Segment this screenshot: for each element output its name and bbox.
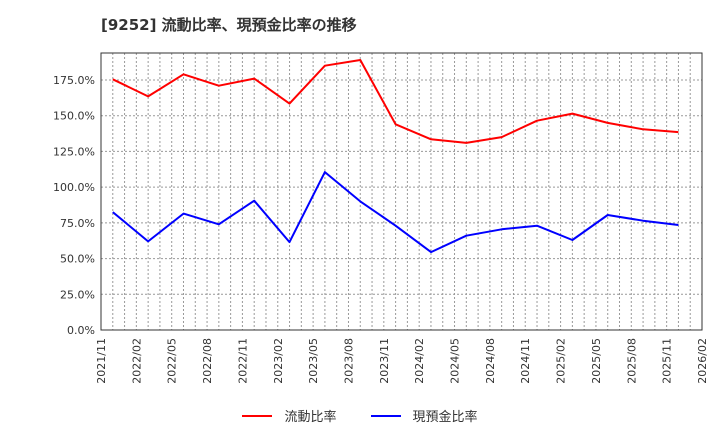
y-tick-label: 175.0% <box>53 74 95 87</box>
x-tick-label: 2023/05 <box>307 338 320 384</box>
legend-swatch-red <box>242 414 273 417</box>
x-tick-label: 2021/11 <box>95 338 108 384</box>
x-tick-label: 2022/05 <box>166 338 179 384</box>
x-tick-label: 2022/08 <box>201 338 214 384</box>
x-tick-label: 2025/05 <box>590 338 603 384</box>
y-tick-label: 150.0% <box>53 110 95 123</box>
legend: 流動比率 現預金比率 <box>0 406 720 425</box>
x-tick-label: 2024/02 <box>413 338 426 384</box>
x-tick-label: 2022/11 <box>236 338 249 384</box>
legend-label: 現預金比率 <box>412 410 478 425</box>
y-tick-label: 0.0% <box>67 324 95 337</box>
plot-frame <box>100 52 703 331</box>
legend-item-current-ratio: 流動比率 <box>242 406 337 425</box>
x-tick-label: 2024/11 <box>519 338 532 384</box>
y-tick-label: 100.0% <box>53 181 95 194</box>
y-tick-label: 75.0% <box>60 217 95 230</box>
legend-item-cash-ratio: 現預金比率 <box>370 406 478 425</box>
x-tick-label: 2024/08 <box>484 338 497 384</box>
x-axis-labels: 2021/11 2022/02 2022/05 2022/08 2022/11 2023/… <box>95 338 709 384</box>
x-tick-label: 2023/02 <box>272 338 285 384</box>
legend-label: 流動比率 <box>284 410 337 425</box>
series-current-ratio <box>112 59 679 144</box>
chart-title: [9252] 流動比率、現預金比率の推移 <box>101 16 357 34</box>
data-lines <box>112 59 679 254</box>
x-tick-label: 2025/11 <box>661 338 674 384</box>
y-tick-label: 25.0% <box>60 288 95 301</box>
y-axis-labels: 0.0% 25.0% 50.0% 75.0% 100.0% 125.0% 150.0% 175… <box>53 74 95 337</box>
legend-swatch-blue <box>370 414 401 417</box>
x-tick-label: 2022/02 <box>130 338 143 384</box>
x-tick-label: 2026/02 <box>696 338 709 384</box>
series-cash-ratio <box>112 171 679 254</box>
y-tick-label: 50.0% <box>60 253 95 266</box>
x-tick-label: 2025/02 <box>555 338 568 384</box>
y-tick-label: 125.0% <box>53 145 95 158</box>
x-tick-label: 2024/05 <box>449 338 462 384</box>
x-tick-label: 2023/08 <box>342 338 355 384</box>
x-tick-label: 2025/08 <box>625 338 638 384</box>
x-tick-label: 2023/11 <box>378 338 391 384</box>
gridlines <box>101 53 702 330</box>
